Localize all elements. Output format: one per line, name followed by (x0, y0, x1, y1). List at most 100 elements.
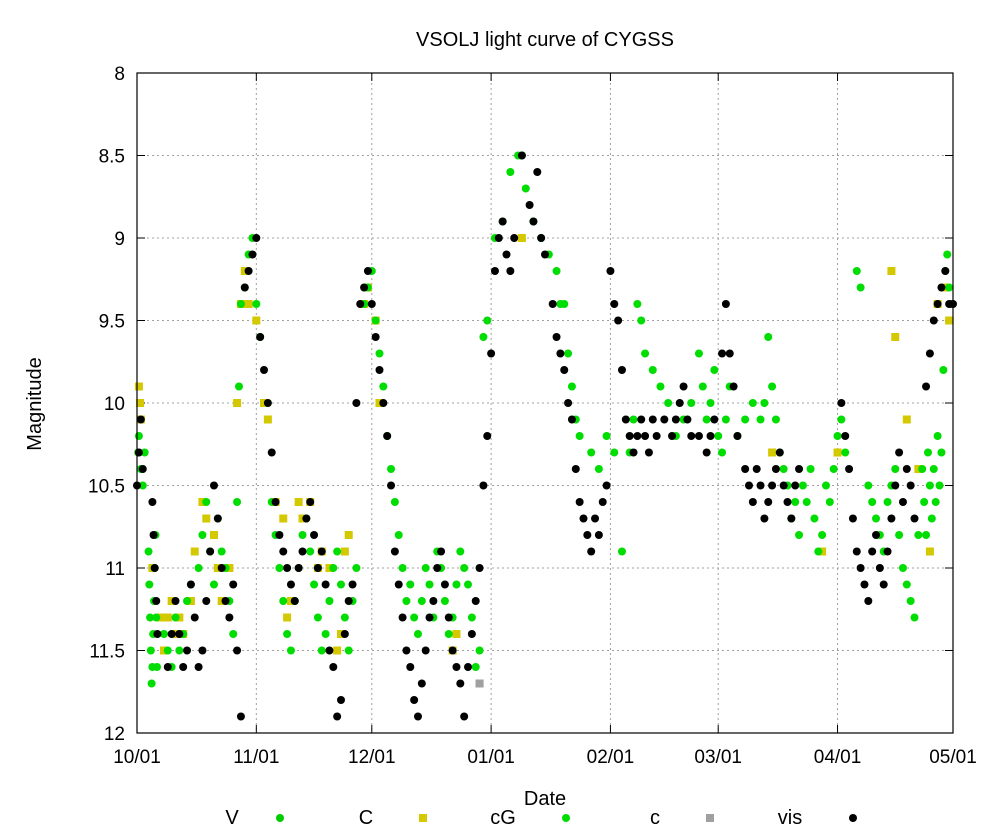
point-cG (856, 283, 865, 292)
point-vis (337, 696, 345, 704)
point-vis (471, 597, 480, 605)
point-cG (402, 597, 411, 605)
point-vis (856, 564, 865, 572)
y-tick-label: 10.5 (88, 477, 125, 498)
point-cG (633, 300, 642, 308)
point-vis (209, 481, 218, 490)
point-cG (344, 646, 353, 655)
point-cG (460, 564, 469, 572)
point-cG (398, 564, 407, 572)
point-vis (748, 498, 757, 506)
point-vis (891, 481, 900, 490)
point-vis (745, 481, 753, 490)
point-cG (718, 448, 727, 457)
point-vis (779, 481, 788, 490)
point-vis (371, 333, 380, 341)
point-cG (814, 547, 823, 556)
point-cG (202, 498, 211, 506)
point-vis (402, 646, 411, 655)
point-cG (910, 613, 919, 622)
point-cG (552, 267, 561, 275)
point-vis (279, 547, 288, 556)
point-vis (236, 712, 245, 721)
point-vis (167, 630, 176, 638)
point-vis (444, 613, 453, 622)
point-cG (821, 481, 830, 490)
point-cG (138, 481, 147, 490)
point-vis (637, 415, 646, 424)
point-vis (902, 465, 911, 473)
point-cG (325, 597, 334, 605)
point-cG (440, 597, 449, 605)
point-vis (429, 597, 438, 605)
point-C (209, 531, 218, 539)
point-vis (929, 316, 938, 325)
point-cG (945, 283, 954, 292)
point-cG (741, 415, 750, 424)
point-vis (860, 580, 869, 589)
point-cG (841, 448, 850, 457)
x-axis-ticks: 10/01 11/01 12/01 01/01 02/01 03/01 04/01 05/01 (113, 73, 977, 768)
point-cG (925, 481, 934, 490)
point-vis (795, 465, 804, 473)
point-cG (694, 349, 703, 358)
y-axis-ticks: 8 8.5 9 9.5 10 10.5 11 11.5 12 (88, 64, 953, 745)
point-cG (914, 531, 923, 539)
x-axis-label: Date (524, 788, 566, 810)
point-cG (306, 547, 315, 556)
point-C (283, 613, 292, 622)
point-vis (134, 448, 143, 457)
point-cG (617, 547, 626, 556)
point-vis (148, 498, 157, 506)
point-C (340, 547, 349, 556)
point-cG (748, 399, 757, 407)
point-cG (594, 465, 603, 473)
point-vis (494, 234, 503, 242)
data-points (133, 151, 957, 721)
point-vis (541, 250, 549, 259)
point-cG (467, 613, 476, 622)
point-cG (329, 564, 338, 572)
point-cG (252, 300, 261, 308)
point-cG (706, 399, 715, 407)
point-vis (768, 481, 777, 490)
point-cG (895, 531, 904, 539)
point-vis (152, 597, 161, 605)
point-vis (437, 547, 446, 556)
point-vis (845, 465, 854, 473)
point-cG (175, 646, 184, 655)
point-cG (795, 531, 804, 539)
point-vis (163, 663, 172, 671)
point-vis (694, 432, 703, 440)
point-C (517, 234, 526, 242)
point-vis (387, 481, 396, 490)
point-vis (317, 547, 326, 556)
point-vis (594, 531, 603, 539)
point-vis (456, 679, 465, 688)
point-cG (406, 580, 415, 589)
legend-label-cG: cG (490, 807, 516, 829)
point-cG (802, 498, 811, 506)
point-cG (317, 646, 326, 655)
point-vis (479, 481, 488, 490)
point-cG (641, 349, 650, 358)
point-C (902, 415, 911, 424)
point-cG (771, 415, 780, 424)
point-cG (452, 580, 461, 589)
point-C (263, 415, 272, 424)
point-cG (902, 580, 911, 589)
point-vis (633, 432, 642, 440)
point-vis (356, 300, 365, 308)
point-vis (360, 283, 369, 292)
point-cG (931, 498, 940, 506)
point-vis (138, 465, 147, 473)
point-vis (710, 415, 719, 424)
point-cG (648, 366, 657, 374)
point-vis (413, 712, 422, 721)
point-vis (198, 646, 207, 655)
point-vis (564, 399, 573, 407)
point-cG (233, 498, 242, 506)
point-vis (864, 597, 873, 605)
point-vis (579, 514, 588, 523)
y-tick-label: 12 (104, 724, 125, 745)
